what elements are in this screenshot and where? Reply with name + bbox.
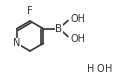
Text: O: O (96, 64, 104, 74)
Text: OH: OH (71, 34, 86, 43)
Text: B: B (55, 24, 63, 34)
Text: H: H (105, 64, 113, 74)
Text: N: N (13, 39, 21, 48)
Text: OH: OH (71, 14, 86, 24)
Text: F: F (27, 6, 33, 16)
Text: H: H (87, 64, 95, 74)
